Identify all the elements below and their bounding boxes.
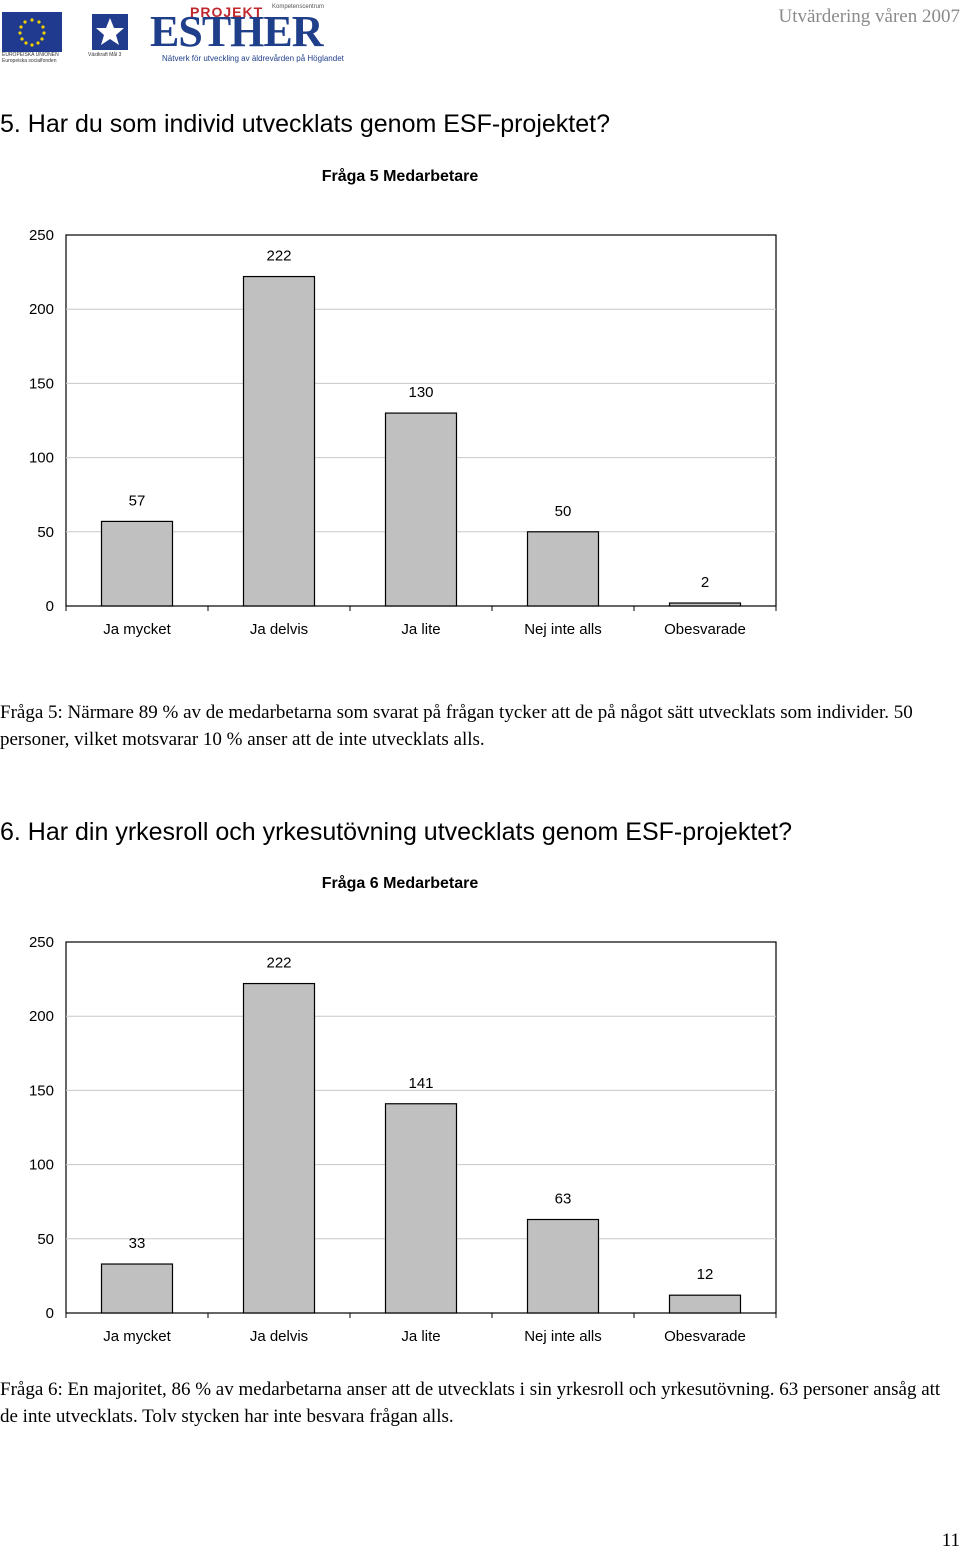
x-tick-label: Nej inte alls	[524, 621, 602, 638]
x-tick-label: Ja lite	[401, 621, 440, 638]
y-tick-label: 0	[46, 1305, 54, 1322]
bar	[242, 275, 316, 607]
eu-stars-icon	[18, 18, 46, 47]
bar	[668, 1294, 742, 1314]
x-tick-label: Ja delvis	[250, 1328, 308, 1345]
vastkraft-logo	[92, 14, 128, 50]
bar	[526, 531, 600, 607]
bar	[384, 1103, 458, 1314]
y-tick-label: 200	[29, 1008, 54, 1025]
q6-bar-chart: Fråga 6 Medarbetare 0 50 100 150 200 250 33 Ja m…	[29, 874, 777, 1345]
y-tick-label: 50	[37, 524, 54, 541]
y-tick-label: 100	[29, 450, 54, 467]
data-label: 222	[266, 248, 291, 265]
esther-projekt-label: PROJEKT	[190, 4, 264, 20]
esther-logo-text: ESTHER	[150, 7, 324, 56]
data-label: 222	[266, 955, 291, 972]
y-tick-label: 50	[37, 1231, 54, 1248]
q5-heading: 5. Har du som individ utvecklats genom E…	[0, 110, 610, 138]
x-tick-label: Obesvarade	[664, 1328, 746, 1345]
chart-title: Fråga 6 Medarbetare	[322, 874, 479, 892]
bar	[526, 1218, 600, 1314]
bar	[242, 982, 316, 1314]
q6-heading: 6. Har din yrkesroll och yrkesutövning u…	[0, 818, 793, 846]
x-tick-label: Ja mycket	[103, 1328, 171, 1345]
y-tick-label: 250	[29, 227, 54, 244]
star-icon	[96, 18, 124, 45]
data-label: 50	[555, 503, 572, 520]
eu-flag-logo	[2, 12, 62, 52]
bar	[100, 1263, 174, 1314]
x-tick-label: Ja lite	[401, 1328, 440, 1345]
q5-paragraph: Fråga 5: Närmare 89 % av de medarbetarna…	[0, 702, 913, 750]
y-tick-label: 250	[29, 934, 54, 951]
y-tick-label: 0	[46, 598, 54, 615]
x-tick-label: Nej inte alls	[524, 1328, 602, 1345]
x-tick-label: Ja delvis	[250, 621, 308, 638]
y-tick-label: 150	[29, 375, 54, 392]
y-tick-label: 100	[29, 1157, 54, 1174]
data-label: 141	[408, 1075, 433, 1092]
data-label: 2	[701, 574, 709, 591]
data-label: 12	[697, 1266, 714, 1283]
bar	[668, 602, 742, 607]
bar	[100, 520, 174, 607]
data-label: 63	[555, 1191, 572, 1208]
data-label: 57	[129, 492, 146, 509]
q6-paragraph: Fråga 6: En majoritet, 86 % av medarbeta…	[0, 1379, 941, 1427]
x-tick-label: Ja mycket	[103, 621, 171, 638]
bar	[384, 412, 458, 607]
chart-title: Fråga 5 Medarbetare	[322, 167, 479, 185]
vastkraft-caption: Västkraft Mål 3	[88, 52, 122, 58]
data-label: 33	[129, 1235, 146, 1252]
y-tick-label: 150	[29, 1082, 54, 1099]
esther-subtitle: Nätverk för utveckling av äldrevården på…	[162, 54, 344, 63]
data-label: 130	[408, 384, 433, 401]
y-tick-label: 200	[29, 301, 54, 318]
eu-caption: EUROPEISKA UNIONEN Europeiska socialfond…	[2, 52, 59, 64]
esther-kompetenscentrum: Kompetenscentrum	[272, 4, 325, 10]
header-title: Utvärdering våren 2007	[778, 6, 960, 27]
x-tick-label: Obesvarade	[664, 621, 746, 638]
page-number: 11	[941, 1530, 960, 1551]
